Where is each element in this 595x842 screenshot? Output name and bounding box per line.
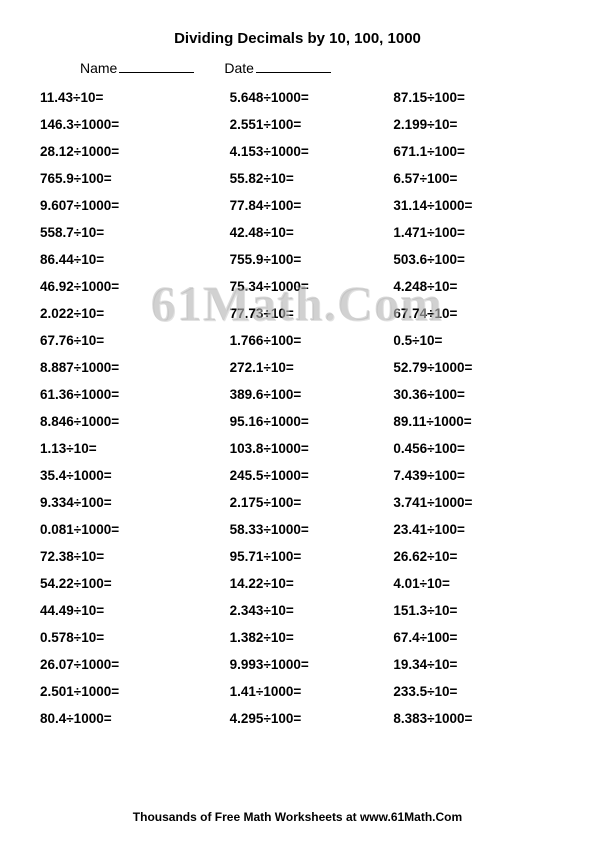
problem-cell: 72.38÷10=	[40, 549, 212, 564]
problem-cell: 67.4÷100=	[383, 630, 555, 645]
name-label: Name	[80, 60, 117, 76]
problem-cell: 233.5÷10=	[383, 684, 555, 699]
problem-cell: 14.22÷10=	[212, 576, 384, 591]
problem-cell: 2.175÷100=	[212, 495, 384, 510]
problem-cell: 23.41÷100=	[383, 522, 555, 537]
problem-cell: 146.3÷1000=	[40, 117, 212, 132]
problem-cell: 26.07÷1000=	[40, 657, 212, 672]
problem-cell: 67.74÷10=	[383, 306, 555, 321]
problem-cell: 89.11÷1000=	[383, 414, 555, 429]
problem-cell: 8.887÷1000=	[40, 360, 212, 375]
problem-cell: 4.01÷10=	[383, 576, 555, 591]
problem-cell: 54.22÷100=	[40, 576, 212, 591]
problem-cell: 30.36÷100=	[383, 387, 555, 402]
problem-cell: 95.16÷1000=	[212, 414, 384, 429]
problem-cell: 671.1÷100=	[383, 144, 555, 159]
problem-cell: 8.846÷1000=	[40, 414, 212, 429]
problem-cell: 75.34÷1000=	[212, 279, 384, 294]
problem-cell: 1.382÷10=	[212, 630, 384, 645]
problem-cell: 80.4÷1000=	[40, 711, 212, 726]
problems-grid: 11.43÷10=5.648÷1000=87.15÷100= 146.3÷1000…	[40, 90, 555, 726]
problem-cell: 86.44÷10=	[40, 252, 212, 267]
problem-cell: 5.648÷1000=	[212, 90, 384, 105]
problem-cell: 44.49÷10=	[40, 603, 212, 618]
problem-cell: 58.33÷1000=	[212, 522, 384, 537]
problem-cell: 558.7÷10=	[40, 225, 212, 240]
problem-cell: 1.13÷10=	[40, 441, 212, 456]
date-line[interactable]	[256, 59, 331, 73]
problem-cell: 755.9÷100=	[212, 252, 384, 267]
problem-cell: 52.79÷1000=	[383, 360, 555, 375]
problem-cell: 2.199÷10=	[383, 117, 555, 132]
problem-cell: 31.14÷1000=	[383, 198, 555, 213]
problem-cell: 46.92÷1000=	[40, 279, 212, 294]
problem-cell: 77.84÷100=	[212, 198, 384, 213]
problem-cell: 7.439÷100=	[383, 468, 555, 483]
date-field: Date	[224, 59, 331, 76]
problem-cell: 0.081÷1000=	[40, 522, 212, 537]
problem-cell: 19.34÷10=	[383, 657, 555, 672]
problem-cell: 67.76÷10=	[40, 333, 212, 348]
problem-cell: 765.9÷100=	[40, 171, 212, 186]
problem-cell: 1.471÷100=	[383, 225, 555, 240]
date-label: Date	[224, 60, 254, 76]
problem-cell: 0.578÷10=	[40, 630, 212, 645]
problem-cell: 26.62÷10=	[383, 549, 555, 564]
footer-text: Thousands of Free Math Worksheets at www…	[0, 810, 595, 824]
problem-cell: 272.1÷10=	[212, 360, 384, 375]
problem-cell: 8.383÷1000=	[383, 711, 555, 726]
name-field: Name	[80, 59, 194, 76]
page-title: Dividing Decimals by 10, 100, 1000	[40, 30, 555, 47]
problem-cell: 103.8÷1000=	[212, 441, 384, 456]
problem-cell: 2.551÷100=	[212, 117, 384, 132]
problem-cell: 4.295÷100=	[212, 711, 384, 726]
problem-cell: 3.741÷1000=	[383, 495, 555, 510]
problem-cell: 6.57÷100=	[383, 171, 555, 186]
problem-cell: 77.73÷10=	[212, 306, 384, 321]
problem-cell: 9.334÷100=	[40, 495, 212, 510]
problem-cell: 2.501÷1000=	[40, 684, 212, 699]
problem-cell: 2.343÷10=	[212, 603, 384, 618]
problem-cell: 28.12÷1000=	[40, 144, 212, 159]
problem-cell: 1.41÷1000=	[212, 684, 384, 699]
problem-cell: 11.43÷10=	[40, 90, 212, 105]
problem-cell: 389.6÷100=	[212, 387, 384, 402]
name-line[interactable]	[119, 59, 194, 73]
problem-cell: 61.36÷1000=	[40, 387, 212, 402]
problem-cell: 0.456÷100=	[383, 441, 555, 456]
header-row: Name Date	[40, 59, 555, 76]
problem-cell: 42.48÷10=	[212, 225, 384, 240]
problem-cell: 151.3÷10=	[383, 603, 555, 618]
problem-cell: 2.022÷10=	[40, 306, 212, 321]
problem-cell: 55.82÷10=	[212, 171, 384, 186]
problem-cell: 87.15÷100=	[383, 90, 555, 105]
problem-cell: 4.248÷10=	[383, 279, 555, 294]
problem-cell: 1.766÷100=	[212, 333, 384, 348]
problem-cell: 4.153÷1000=	[212, 144, 384, 159]
problem-cell: 9.993÷1000=	[212, 657, 384, 672]
problem-cell: 245.5÷1000=	[212, 468, 384, 483]
problem-cell: 503.6÷100=	[383, 252, 555, 267]
problem-cell: 95.71÷100=	[212, 549, 384, 564]
problem-cell: 9.607÷1000=	[40, 198, 212, 213]
problem-cell: 35.4÷1000=	[40, 468, 212, 483]
problem-cell: 0.5÷10=	[383, 333, 555, 348]
